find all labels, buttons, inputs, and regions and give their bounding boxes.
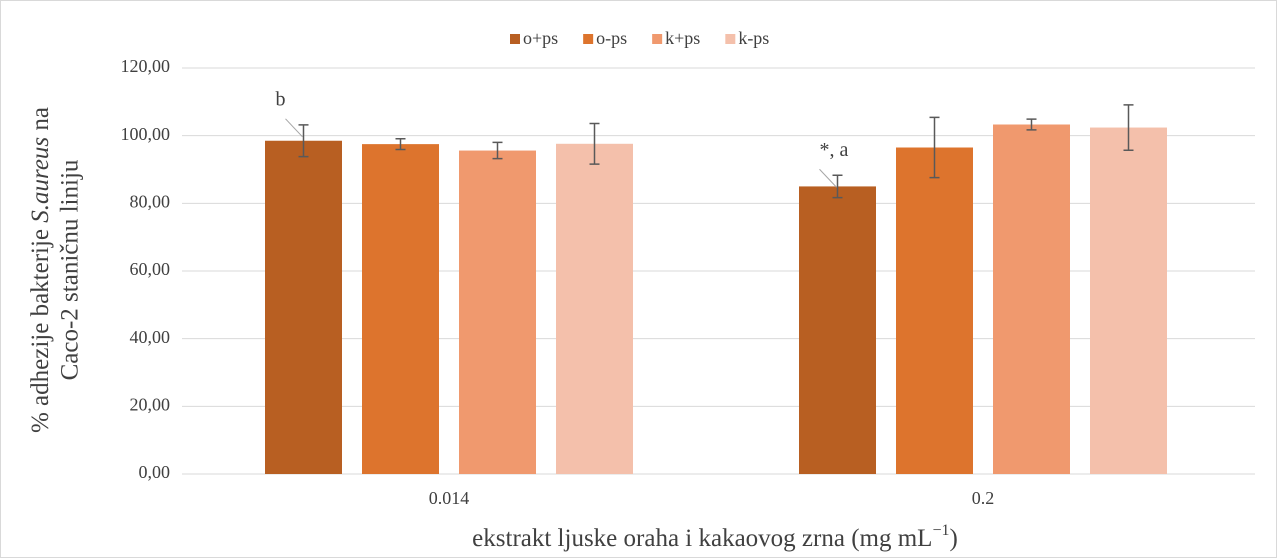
x-tick-label: 0.2 bbox=[972, 488, 995, 508]
legend-swatch bbox=[510, 34, 520, 44]
annotation: b bbox=[276, 88, 286, 110]
error-bar bbox=[589, 122, 600, 165]
y-tick-label: 60,00 bbox=[130, 259, 171, 279]
legend-label: o+ps bbox=[523, 28, 558, 48]
legend-swatch bbox=[652, 34, 663, 44]
x-tick-label: 0.014 bbox=[429, 488, 470, 508]
y-tick-label: 120,00 bbox=[121, 56, 171, 76]
bar bbox=[1090, 127, 1167, 475]
error-bar bbox=[929, 116, 940, 179]
error-bar bbox=[492, 141, 503, 160]
bar bbox=[993, 124, 1070, 475]
y-tick-label: 80,00 bbox=[130, 191, 171, 211]
y-axis-title: % adhezije bakterije S.aureus na bbox=[27, 107, 54, 433]
bar bbox=[362, 144, 439, 474]
y-tick-label: 0,00 bbox=[139, 462, 171, 482]
y-tick-label: 100,00 bbox=[121, 124, 171, 144]
bar bbox=[556, 143, 633, 474]
bar bbox=[459, 150, 536, 474]
error-bar bbox=[395, 137, 406, 151]
error-bar bbox=[1026, 118, 1037, 131]
legend-label: k+ps bbox=[665, 28, 700, 48]
bar bbox=[265, 140, 342, 474]
annotation-leader bbox=[285, 118, 303, 138]
x-title-part: ) bbox=[949, 525, 957, 552]
annotation-leader bbox=[819, 168, 837, 188]
bar bbox=[799, 186, 876, 474]
bar bbox=[896, 147, 973, 474]
x-title-part: −1 bbox=[932, 522, 949, 539]
x-title-part: ekstrakt ljuske oraha i kakaovog zrna (m… bbox=[472, 525, 932, 552]
y-tick-label: 40,00 bbox=[130, 327, 171, 347]
legend-label: o-ps bbox=[596, 28, 627, 48]
annotation: *, a bbox=[820, 139, 849, 161]
y-axis-title: Caco-2 staničnu liniju bbox=[57, 159, 84, 380]
y-tick-label: 20,00 bbox=[130, 394, 171, 414]
legend-swatch bbox=[583, 34, 594, 44]
error-bar bbox=[832, 174, 843, 199]
legend-label: k-ps bbox=[738, 28, 769, 48]
legend-swatch bbox=[725, 34, 736, 44]
error-bar bbox=[1123, 104, 1134, 151]
y-title-part: % adhezije bakterije bbox=[27, 223, 54, 433]
y-title-part: na bbox=[27, 107, 54, 137]
x-axis-title: ekstrakt ljuske oraha i kakaovog zrna (m… bbox=[472, 522, 958, 552]
y-title-part: S.aureus bbox=[27, 137, 54, 223]
error-bar bbox=[298, 124, 309, 158]
